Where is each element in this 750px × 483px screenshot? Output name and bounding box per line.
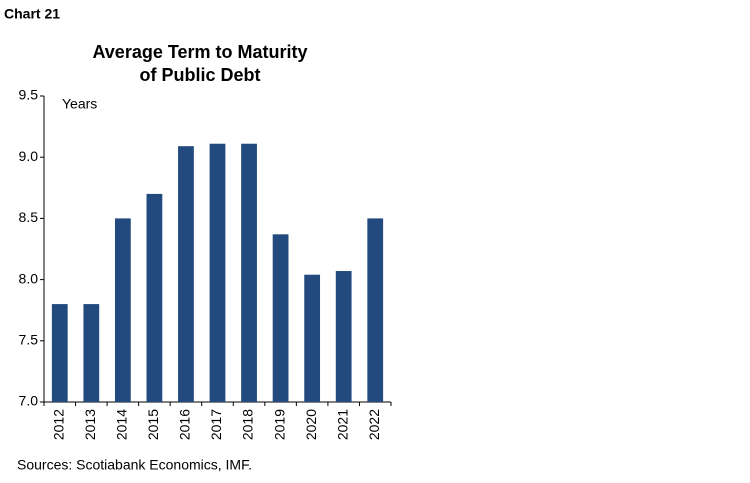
bar xyxy=(146,193,163,402)
x-tick-label: 2015 xyxy=(145,409,161,440)
x-tick-label: 2016 xyxy=(177,409,193,440)
y-tick-label: 8.5 xyxy=(19,209,39,225)
y-tick-label: 9.0 xyxy=(19,148,39,164)
x-tick-label: 2017 xyxy=(208,409,224,440)
source-note: Sources: Scotiabank Economics, IMF. xyxy=(17,457,252,473)
chart-title: of Public Debt xyxy=(140,65,261,85)
bar xyxy=(178,146,194,402)
bar xyxy=(272,234,289,402)
bar xyxy=(367,218,384,402)
x-tick-label: 2013 xyxy=(82,409,98,440)
y-axis-label: Years xyxy=(62,96,97,112)
x-tick-label: 2020 xyxy=(303,409,319,440)
chart-number: Chart 21 xyxy=(4,6,60,22)
bar xyxy=(241,143,257,402)
bar xyxy=(83,304,100,402)
bar xyxy=(51,304,68,402)
x-tick-label: 2021 xyxy=(334,409,350,440)
chart-title: Average Term to Maturity xyxy=(92,42,307,62)
y-tick-label: 8.0 xyxy=(19,270,39,286)
x-tick-label: 2022 xyxy=(366,409,382,440)
y-tick-label: 9.5 xyxy=(19,87,39,103)
y-tick-label: 7.0 xyxy=(19,393,39,409)
bar xyxy=(335,271,352,402)
x-tick-label: 2018 xyxy=(240,409,256,440)
x-tick-label: 2019 xyxy=(271,409,287,440)
x-tick-label: 2012 xyxy=(50,409,66,440)
x-tick-label: 2014 xyxy=(114,409,130,440)
bar xyxy=(209,143,226,402)
y-tick-label: 7.5 xyxy=(19,332,39,348)
bar xyxy=(114,218,131,402)
bar xyxy=(304,274,321,402)
